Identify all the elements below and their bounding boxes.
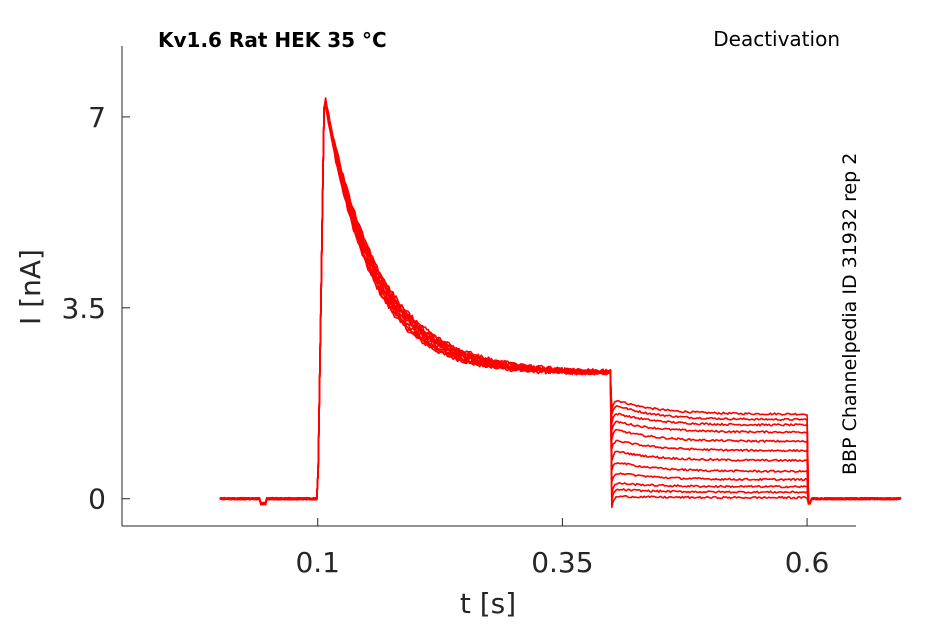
current-trace-3 xyxy=(219,99,902,506)
current-trace-9 xyxy=(219,102,902,506)
current-trace-4 xyxy=(219,102,902,506)
y-tick-label: 3.5 xyxy=(61,292,106,325)
traces xyxy=(219,97,902,509)
chart-title: Kv1.6 Rat HEK 35 °C xyxy=(158,28,387,52)
current-trace-12 xyxy=(219,97,902,509)
protocol-label: Deactivation xyxy=(713,27,840,51)
current-trace-8 xyxy=(219,102,902,506)
y-axis-label: I [nA] xyxy=(14,249,47,325)
current-trace-11 xyxy=(219,100,902,506)
channelpedia-id-label: BBP Channelpedia ID 31932 rep 2 xyxy=(839,153,861,475)
x-axis-label: t [s] xyxy=(460,587,516,620)
x-tick-label: 0.6 xyxy=(785,546,830,579)
current-trace-5 xyxy=(219,103,902,505)
axes xyxy=(121,46,856,527)
current-trace-1 xyxy=(219,106,902,506)
current-trace-2 xyxy=(219,103,902,506)
y-tick-label: 7 xyxy=(88,101,106,134)
current-trace-6 xyxy=(219,100,902,506)
x-tick-label: 0.1 xyxy=(295,546,340,579)
x-tick-label: 0.35 xyxy=(531,546,593,579)
current-trace-10 xyxy=(219,105,902,506)
ticks: 0.1 0.35 0.6 0 3.5 7 xyxy=(61,101,829,579)
y-tick-label: 0 xyxy=(88,483,106,516)
current-trace-7 xyxy=(219,106,902,506)
